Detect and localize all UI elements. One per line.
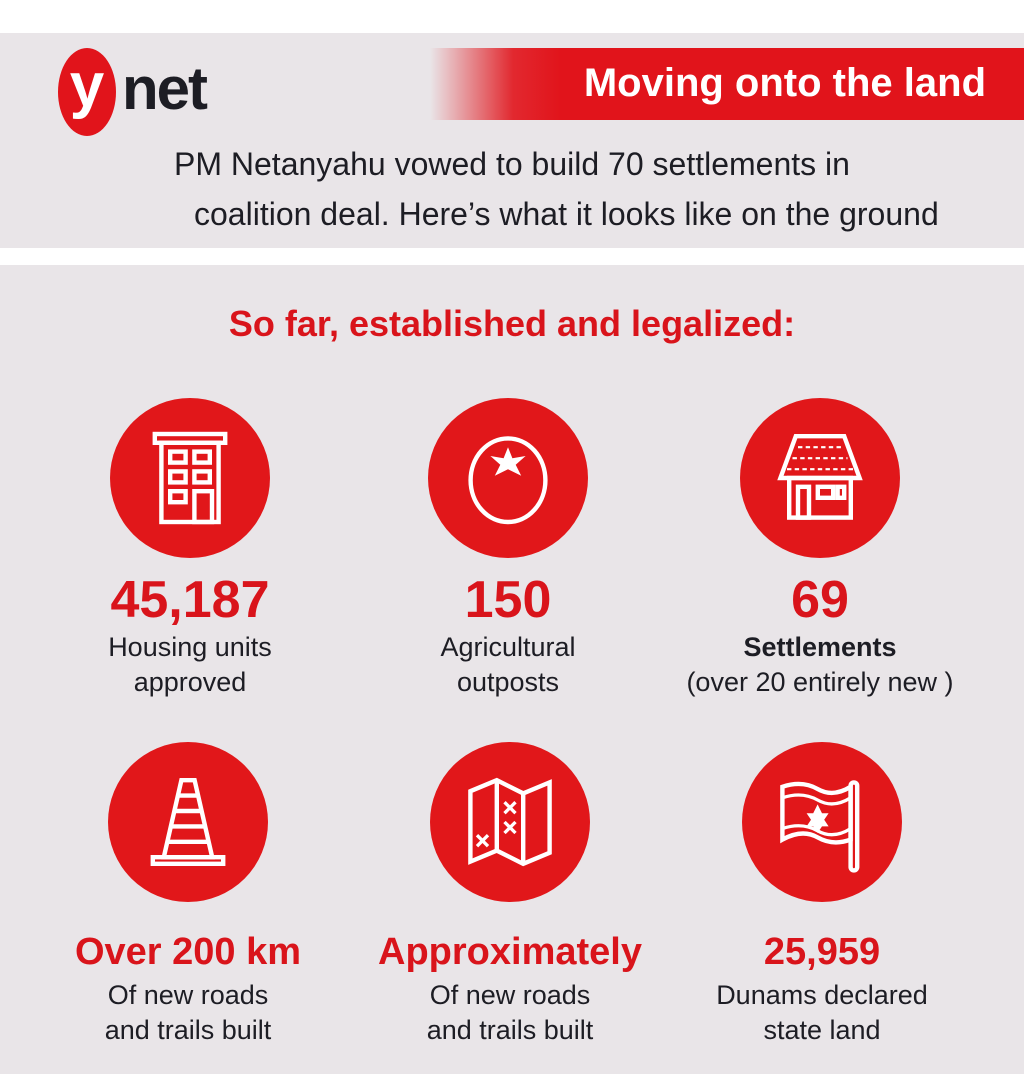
tomato-icon: [428, 398, 588, 558]
title-banner: Moving onto the land: [430, 48, 1024, 120]
stat-label: Housing units: [108, 632, 272, 662]
stat-value: Approximately: [378, 931, 642, 973]
stat-label: (over 20 entirely new ): [686, 667, 954, 697]
stat-label: and trails built: [426, 1015, 594, 1045]
israel-flag-icon: [742, 742, 902, 902]
stat-settlements: 69 Settlements (over 20 entirely new ): [660, 398, 980, 700]
page-title: Moving onto the land: [583, 61, 986, 105]
stat-label: state land: [763, 1015, 881, 1045]
stat-value: 69: [791, 571, 849, 629]
traffic-cone-icon: [108, 742, 268, 902]
subtitle: PM Netanyahu vowed to build 70 settlemen…: [150, 139, 1024, 239]
logo-letter: y: [58, 48, 116, 136]
stat-value: Over 200 km: [74, 931, 302, 973]
stat-agricultural-outposts: 150 Agricultural outposts: [348, 398, 668, 700]
subtitle-line-2: coalition deal. Here’s what it looks lik…: [194, 196, 939, 232]
stat-label: Settlements: [743, 632, 897, 662]
map-icon: [430, 742, 590, 902]
subtitle-line-1: PM Netanyahu vowed to build 70 settlemen…: [174, 146, 850, 182]
stat-label: outposts: [456, 667, 560, 697]
stat-label: and trails built: [104, 1015, 272, 1045]
house-icon: [740, 398, 900, 558]
ynet-logo: y net: [58, 48, 238, 138]
stat-state-land: 25,959 Dunams declared state land: [662, 742, 982, 1048]
stat-value: 150: [464, 571, 552, 629]
header-panel: y net Moving onto the land PM Netanyahu …: [0, 33, 1024, 248]
stat-value: 25,959: [763, 931, 881, 973]
stat-label: Of new roads: [107, 980, 269, 1010]
stat-housing-units: 45,187 Housing units approved: [30, 398, 350, 700]
logo-text: net: [122, 55, 208, 122]
stat-value: 45,187: [110, 571, 270, 629]
stat-label: Of new roads: [429, 980, 591, 1010]
stat-label: approved: [133, 667, 247, 697]
building-icon: [110, 398, 270, 558]
stat-label: Agricultural: [440, 632, 576, 662]
stat-roads-built: Over 200 km Of new roads and trails buil…: [28, 742, 348, 1048]
section-title: So far, established and legalized:: [228, 303, 796, 344]
main-panel: So far, established and legalized: 45,18…: [0, 265, 1024, 1074]
stat-roads-approximately: Approximately Of new roads and trails bu…: [350, 742, 670, 1048]
stat-label: Dunams declared: [716, 980, 928, 1010]
